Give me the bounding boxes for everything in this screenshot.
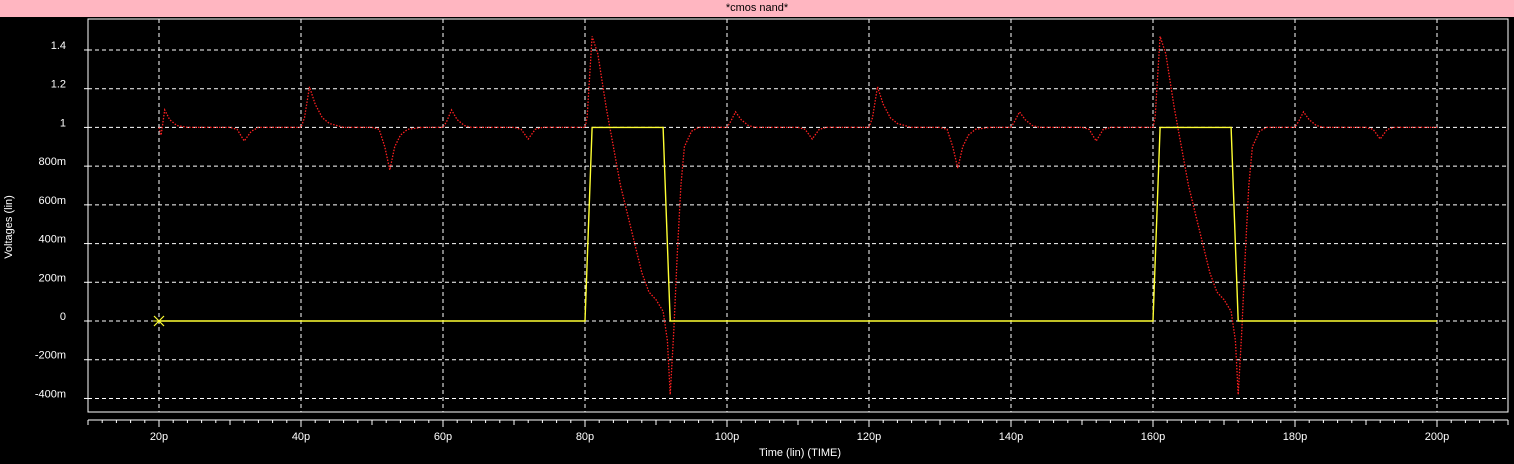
y-tick-label: 600m bbox=[38, 195, 66, 207]
y-tick-label: 1.4 bbox=[51, 40, 66, 52]
x-axis-title: Time (lin) (TIME) bbox=[759, 447, 841, 459]
y-axis-title: Voltages (lin) bbox=[3, 195, 15, 259]
series-line-1 bbox=[158, 36, 1437, 395]
y-tick-label: 800m bbox=[38, 156, 66, 168]
x-tick-label: 80p bbox=[576, 431, 594, 443]
y-tick-label: 200m bbox=[38, 272, 66, 284]
series-group bbox=[158, 36, 1437, 395]
x-tick-label: 20p bbox=[150, 431, 168, 443]
y-tick-label: 1.2 bbox=[51, 79, 66, 91]
plot-background bbox=[0, 17, 1514, 464]
y-tick-label: -200m bbox=[35, 350, 66, 362]
x-tick-label: 140p bbox=[999, 431, 1023, 443]
plot-frame bbox=[87, 18, 1509, 413]
x-tick-label: 200p bbox=[1425, 431, 1449, 443]
series-line-2 bbox=[159, 126, 1437, 322]
y-tick-label: 1 bbox=[60, 117, 66, 129]
y-tick-label: 0 bbox=[60, 311, 66, 323]
x-tick-label: 160p bbox=[1141, 431, 1165, 443]
x-tick-label: 180p bbox=[1283, 431, 1307, 443]
x-tick-label: 60p bbox=[434, 431, 452, 443]
y-tick-label: -400m bbox=[35, 388, 66, 400]
window-title: *cmos nand* bbox=[0, 0, 1514, 17]
x-tick-label: 120p bbox=[857, 431, 881, 443]
cursor-layer bbox=[153, 315, 165, 327]
axes: 20p 40p 60p 80p 100p 120p 140p 160p 180p 200p -400… bbox=[35, 40, 1509, 443]
x-tick-label: 100p bbox=[715, 431, 739, 443]
y-tick-label: 400m bbox=[38, 234, 66, 246]
waveform-plot[interactable]: 20p 40p 60p 80p 100p 120p 140p 160p 180p 200p -400… bbox=[0, 17, 1514, 464]
x-tick-label: 40p bbox=[292, 431, 310, 443]
cursor-marker[interactable] bbox=[153, 315, 165, 327]
